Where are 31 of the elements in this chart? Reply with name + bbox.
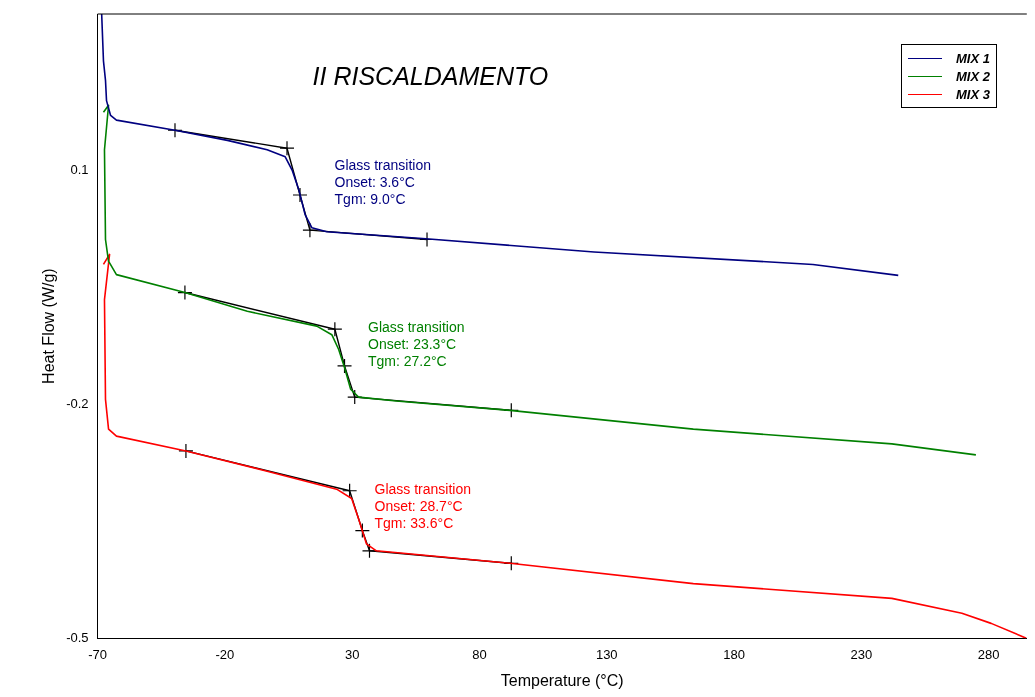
y-tick-label: 0.1 bbox=[70, 161, 89, 177]
x-axis-title: Temperature (°C) bbox=[500, 671, 624, 689]
legend-label: MIX 1 bbox=[956, 50, 990, 66]
y-tick-label: -0.5 bbox=[66, 629, 89, 645]
point bbox=[336, 358, 353, 374]
point bbox=[347, 389, 363, 405]
x-tick-label: -70 bbox=[88, 646, 107, 662]
y-tick-label: -0.2 bbox=[66, 395, 89, 411]
text: II RISCALDAMENTO bbox=[312, 62, 549, 91]
point bbox=[178, 443, 194, 459]
point bbox=[292, 187, 308, 203]
x-tick-label: 230 bbox=[850, 646, 873, 662]
point bbox=[279, 140, 295, 156]
annotation: Glass transition Onset: 23.3°C Tgm: 27.2°C bbox=[368, 318, 465, 369]
point bbox=[327, 321, 343, 337]
x-tick-label: 30 bbox=[344, 646, 360, 662]
y-axis-title: Heat Flow (W/g) bbox=[40, 268, 58, 384]
annotation: Glass transition Onset: 3.6°C Tgm: 9.0°C bbox=[334, 157, 432, 208]
x-tick-label: 280 bbox=[977, 646, 1000, 662]
point bbox=[342, 483, 358, 499]
legend-label: MIX 3 bbox=[956, 86, 990, 102]
x-tick-label: 130 bbox=[595, 646, 618, 662]
point bbox=[302, 222, 318, 238]
legend-label: MIX 2 bbox=[956, 68, 990, 84]
point bbox=[354, 522, 370, 539]
x-tick-label: -20 bbox=[215, 646, 235, 662]
x-tick-label: 80 bbox=[472, 646, 487, 662]
x-tick-label: 180 bbox=[723, 646, 745, 662]
point bbox=[167, 122, 183, 138]
point bbox=[177, 284, 193, 301]
annotation: Glass transition Onset: 28.7°C Tgm: 33.6°C bbox=[374, 481, 471, 532]
